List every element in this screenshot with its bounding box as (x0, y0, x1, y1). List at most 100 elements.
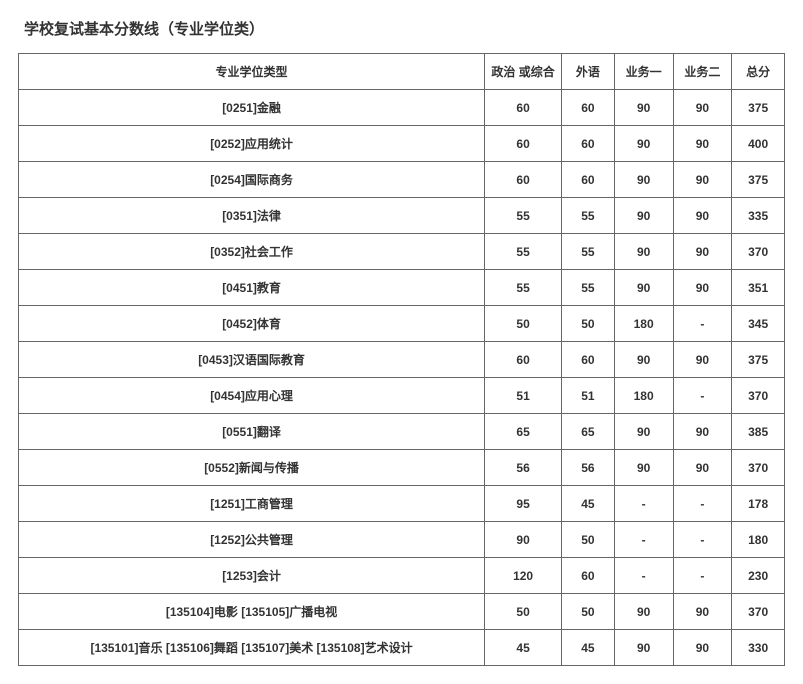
table-cell: 90 (673, 126, 732, 162)
table-cell: 65 (485, 414, 562, 450)
col-total: 总分 (732, 54, 785, 90)
table-row: [0452]体育5050180-345 (19, 306, 785, 342)
table-cell: [135101]音乐 [135106]舞蹈 [135107]美术 [135108… (19, 630, 485, 666)
table-cell: 90 (614, 450, 673, 486)
table-cell: 60 (562, 90, 615, 126)
table-cell: 345 (732, 306, 785, 342)
table-cell: 55 (485, 270, 562, 306)
table-row: [0451]教育55559090351 (19, 270, 785, 306)
table-cell: 90 (614, 126, 673, 162)
table-cell: 45 (562, 630, 615, 666)
table-cell: [0252]应用统计 (19, 126, 485, 162)
table-cell: 370 (732, 378, 785, 414)
table-cell: [0352]社会工作 (19, 234, 485, 270)
table-cell: 90 (614, 270, 673, 306)
table-cell: 55 (485, 198, 562, 234)
table-cell: 50 (562, 522, 615, 558)
col-politics: 政治 或综合 (485, 54, 562, 90)
table-cell: 55 (562, 270, 615, 306)
table-cell: 60 (562, 342, 615, 378)
table-cell: 90 (614, 630, 673, 666)
table-cell: 60 (562, 162, 615, 198)
table-row: [135101]音乐 [135106]舞蹈 [135107]美术 [135108… (19, 630, 785, 666)
table-cell: - (614, 558, 673, 594)
table-cell: 90 (485, 522, 562, 558)
table-cell: 180 (614, 306, 673, 342)
table-cell: 51 (562, 378, 615, 414)
table-cell: 55 (485, 234, 562, 270)
table-cell: 90 (673, 90, 732, 126)
table-cell: - (673, 306, 732, 342)
table-cell: [0454]应用心理 (19, 378, 485, 414)
table-cell: 60 (562, 126, 615, 162)
table-cell: 385 (732, 414, 785, 450)
col-degree-type: 专业学位类型 (19, 54, 485, 90)
table-cell: - (614, 522, 673, 558)
table-cell: [0452]体育 (19, 306, 485, 342)
table-row: [0552]新闻与传播56569090370 (19, 450, 785, 486)
table-cell: 120 (485, 558, 562, 594)
table-cell: 45 (562, 486, 615, 522)
table-cell: - (673, 558, 732, 594)
table-cell: 55 (562, 198, 615, 234)
table-cell: [0552]新闻与传播 (19, 450, 485, 486)
table-row: [0352]社会工作55559090370 (19, 234, 785, 270)
table-cell: 60 (485, 162, 562, 198)
col-subject1: 业务一 (614, 54, 673, 90)
table-cell: 370 (732, 450, 785, 486)
table-cell: 56 (485, 450, 562, 486)
table-cell: 90 (673, 630, 732, 666)
table-row: [1253]会计12060--230 (19, 558, 785, 594)
table-cell: - (673, 522, 732, 558)
table-row: [0551]翻译65659090385 (19, 414, 785, 450)
table-cell: 90 (673, 234, 732, 270)
score-table: 专业学位类型 政治 或综合 外语 业务一 业务二 总分 [0251]金融6060… (18, 53, 785, 666)
table-cell: [1251]工商管理 (19, 486, 485, 522)
page-title: 学校复试基本分数线（专业学位类） (24, 18, 785, 39)
table-cell: 50 (485, 306, 562, 342)
table-cell: [135104]电影 [135105]广播电视 (19, 594, 485, 630)
table-cell: 90 (673, 162, 732, 198)
table-cell: [0251]金融 (19, 90, 485, 126)
table-row: [0351]法律55559090335 (19, 198, 785, 234)
table-cell: 370 (732, 234, 785, 270)
table-cell: 375 (732, 162, 785, 198)
table-row: [0454]应用心理5151180-370 (19, 378, 785, 414)
col-subject2: 业务二 (673, 54, 732, 90)
table-cell: 60 (485, 90, 562, 126)
table-row: [0252]应用统计60609090400 (19, 126, 785, 162)
table-cell: 56 (562, 450, 615, 486)
table-cell: 90 (614, 342, 673, 378)
table-cell: 95 (485, 486, 562, 522)
table-cell: 180 (614, 378, 673, 414)
table-cell: 90 (614, 162, 673, 198)
table-cell: 90 (673, 594, 732, 630)
table-cell: 65 (562, 414, 615, 450)
table-cell: - (673, 486, 732, 522)
table-cell: 370 (732, 594, 785, 630)
table-cell: 400 (732, 126, 785, 162)
table-row: [135104]电影 [135105]广播电视50509090370 (19, 594, 785, 630)
table-cell: 51 (485, 378, 562, 414)
table-cell: 375 (732, 90, 785, 126)
table-cell: 60 (485, 342, 562, 378)
table-cell: 330 (732, 630, 785, 666)
table-cell: - (614, 486, 673, 522)
table-cell: 90 (614, 234, 673, 270)
table-cell: 50 (485, 594, 562, 630)
table-cell: 60 (485, 126, 562, 162)
table-cell: 90 (673, 270, 732, 306)
table-row: [0254]国际商务60609090375 (19, 162, 785, 198)
table-cell: 90 (614, 198, 673, 234)
table-cell: - (673, 378, 732, 414)
table-cell: 375 (732, 342, 785, 378)
table-cell: 90 (614, 90, 673, 126)
table-cell: 55 (562, 234, 615, 270)
table-cell: [1253]会计 (19, 558, 485, 594)
table-cell: 90 (673, 414, 732, 450)
table-row: [0251]金融60609090375 (19, 90, 785, 126)
table-cell: 230 (732, 558, 785, 594)
table-cell: 90 (673, 342, 732, 378)
table-cell: [1252]公共管理 (19, 522, 485, 558)
table-cell: 180 (732, 522, 785, 558)
